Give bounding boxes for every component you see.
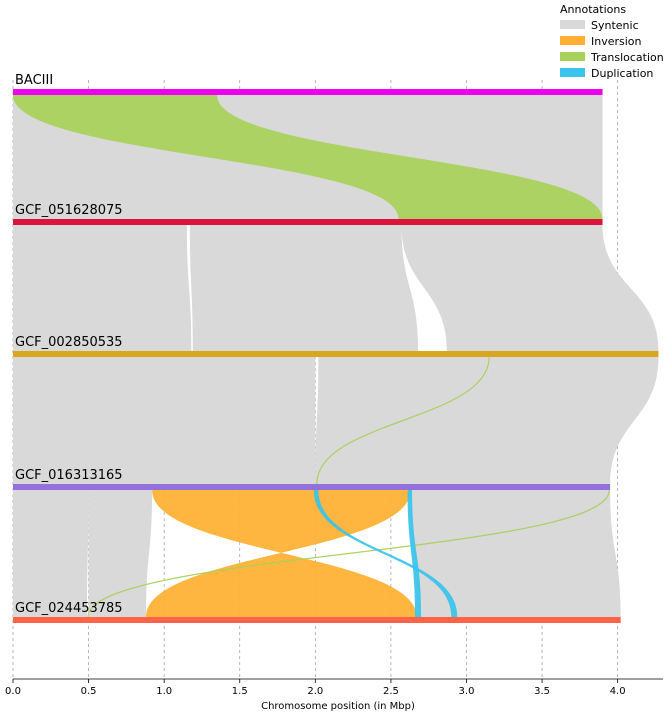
chromosome-bar [13,484,611,490]
chromosome-bar [13,89,603,95]
x-tick-label: 2.5 [383,686,399,697]
genome-label: GCF_024453785 [15,601,123,616]
x-tick-label: 2.0 [307,686,323,697]
link-syntenic [410,490,621,617]
legend: Annotations Syntenic Inversion Translocati… [560,3,664,80]
legend-label: Inversion [591,35,642,48]
genome-label: GCF_051628075 [15,203,123,218]
genome-label: GCF_016313165 [15,468,123,483]
x-axis: 0.0 0.5 1.0 1.5 2.0 2.5 3.0 3.5 4.0 Chromosome p… [5,678,663,712]
chromosome-layer: BACIII GCF_051628075 GCF_002850535 GCF_0163… [13,73,659,623]
legend-title: Annotations [560,3,626,16]
legend-items: Syntenic Inversion Translocation Duplicatio… [560,19,664,80]
legend-swatch [560,68,585,77]
genome-label: BACIII [15,73,53,88]
link-syntenic [189,225,419,351]
link-syntenic [88,490,153,617]
legend-swatch [560,20,585,29]
link-duplication [313,490,458,617]
chromosome-bar [13,351,659,357]
chromosome-bar [13,219,603,225]
legend-label: Duplication [591,67,653,80]
legend-swatch [560,36,585,45]
link-syntenic [13,225,192,351]
link-translocation [87,489,610,618]
chromosome-bar [13,617,621,623]
x-tick-label: 3.5 [534,686,550,697]
link-syntenic [13,357,316,484]
x-tick-label: 0.0 [5,686,21,697]
link-duplication [407,490,422,617]
legend-swatch [560,52,585,61]
legend-label: Syntenic [591,19,639,32]
link-layer [13,95,659,618]
x-tick-label: 4.0 [610,686,626,697]
link-translocation [316,356,490,485]
x-tick-group: 0.0 0.5 1.0 1.5 2.0 2.5 3.0 3.5 4.0 [5,679,626,697]
x-tick-label: 1.0 [156,686,172,697]
genome-label: GCF_002850535 [15,335,123,350]
x-axis-label: Chromosome position (in Mbp) [261,701,415,712]
link-syntenic [13,490,89,617]
link-syntenic [401,225,659,351]
x-tick-label: 0.5 [81,686,97,697]
x-tick-label: 3.0 [459,686,475,697]
link-translocation [13,95,603,219]
link-inversion [146,490,417,617]
legend-label: Translocation [590,51,664,64]
link-syntenic [461,357,659,484]
x-tick-label: 1.5 [232,686,248,697]
